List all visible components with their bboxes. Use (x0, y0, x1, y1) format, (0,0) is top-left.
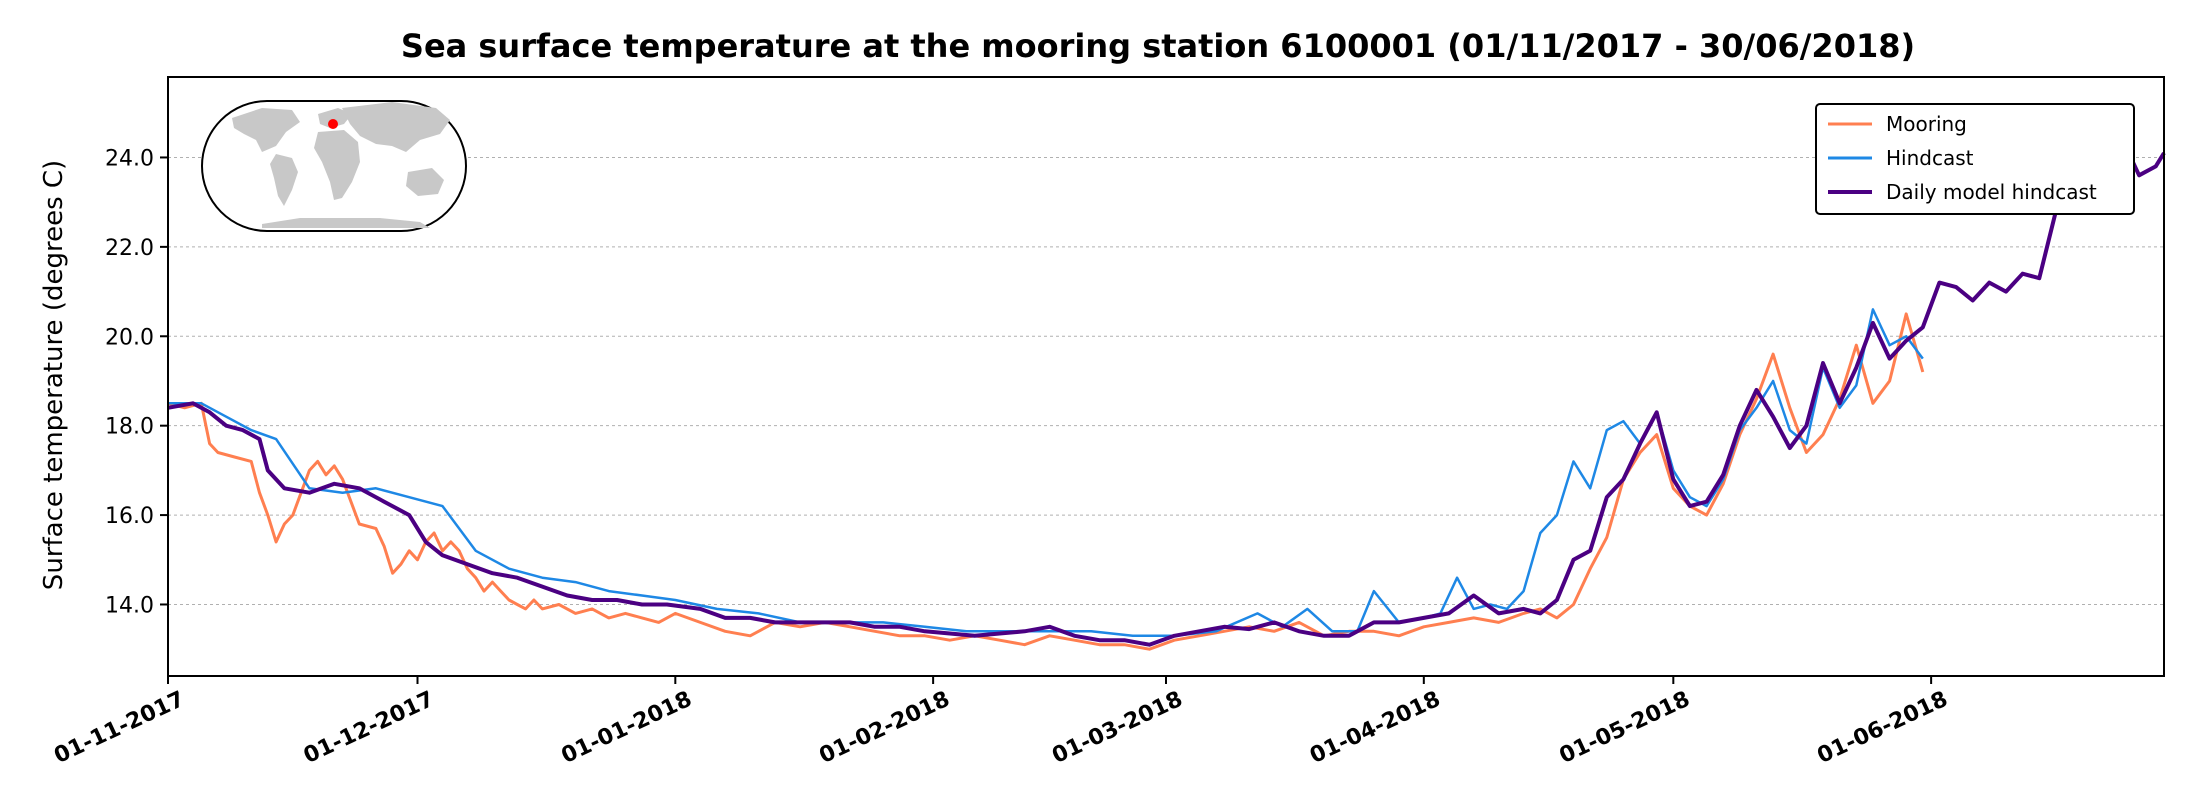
x-tick-label: 01-04-2018 (1306, 687, 1444, 769)
x-tick-label: 01-02-2018 (816, 687, 954, 769)
x-tick-label: 01-05-2018 (1556, 687, 1694, 769)
x-tick-label: 01-06-2018 (1814, 687, 1952, 769)
legend-label-mooring: Mooring (1886, 112, 1967, 136)
inset-world-map (201, 100, 467, 232)
plot-area (167, 119, 2166, 651)
y-ticks: 14.0 16.0 18.0 20.0 22.0 24.0 (105, 146, 168, 618)
legend-label-daily-model-hindcast: Daily model hindcast (1886, 180, 2097, 204)
legend-label-hindcast: Hindcast (1886, 146, 1974, 170)
x-ticks: 01-11-2017 01-12-2017 01-01-2018 01-02-2018… (50, 676, 1952, 769)
y-tick-label: 14.0 (105, 593, 154, 618)
y-tick-label: 16.0 (105, 504, 154, 529)
inset-map-land (232, 102, 450, 228)
series-line-daily-model-hindcast (167, 119, 2166, 647)
chart-title: Sea surface temperature at the mooring s… (401, 27, 1915, 65)
series-line-hindcast (168, 308, 1924, 638)
y-tick-label: 22.0 (105, 236, 154, 261)
x-tick-label: 01-11-2017 (50, 687, 188, 769)
station-marker (328, 119, 338, 129)
x-tick-label: 01-03-2018 (1048, 687, 1186, 769)
legend: Mooring Hindcast Daily model hindcast (1815, 103, 2135, 215)
y-axis-label: Surface temperature (degrees C) (39, 160, 69, 590)
x-tick-label: 01-01-2018 (558, 687, 696, 769)
y-tick-label: 20.0 (105, 325, 154, 350)
legend-box (1815, 103, 2135, 215)
x-tick-label: 01-12-2017 (300, 687, 438, 769)
y-tick-label: 24.0 (105, 146, 154, 171)
series-line-mooring (167, 312, 1925, 651)
y-tick-label: 18.0 (105, 415, 154, 440)
grid (168, 156, 2164, 605)
